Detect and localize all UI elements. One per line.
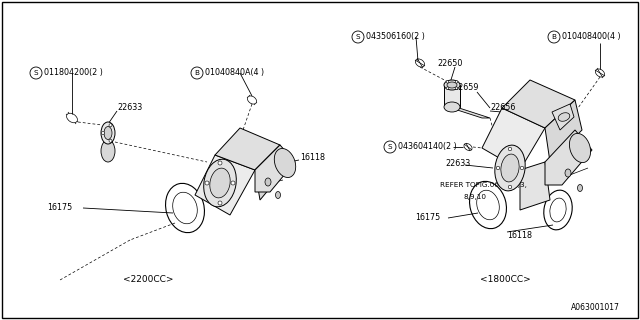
Ellipse shape xyxy=(565,169,571,177)
Polygon shape xyxy=(482,108,545,170)
Ellipse shape xyxy=(495,145,525,191)
Polygon shape xyxy=(195,155,255,215)
Ellipse shape xyxy=(455,87,458,89)
Ellipse shape xyxy=(496,166,500,170)
Text: <1800CC>: <1800CC> xyxy=(479,276,531,284)
Text: REFER TOFIG.061-1,2,3,: REFER TOFIG.061-1,2,3, xyxy=(440,182,527,188)
Polygon shape xyxy=(255,145,285,200)
Ellipse shape xyxy=(218,161,222,165)
Ellipse shape xyxy=(102,132,104,134)
Text: 16175: 16175 xyxy=(415,213,440,222)
Polygon shape xyxy=(520,162,550,210)
Ellipse shape xyxy=(446,81,449,83)
Text: B: B xyxy=(552,34,557,40)
Polygon shape xyxy=(215,128,280,170)
Ellipse shape xyxy=(275,191,280,198)
Ellipse shape xyxy=(544,190,572,230)
Text: A063001017: A063001017 xyxy=(571,303,620,312)
Ellipse shape xyxy=(166,183,204,233)
Text: 22656: 22656 xyxy=(490,102,515,111)
Ellipse shape xyxy=(501,154,519,182)
Text: 043506160(2 ): 043506160(2 ) xyxy=(366,33,425,42)
Text: 22633: 22633 xyxy=(117,103,142,113)
Ellipse shape xyxy=(558,113,570,121)
Text: <2200CC>: <2200CC> xyxy=(123,276,173,284)
Polygon shape xyxy=(502,80,575,128)
Text: 16118: 16118 xyxy=(507,230,532,239)
Ellipse shape xyxy=(447,82,457,88)
Text: B: B xyxy=(195,70,200,76)
Ellipse shape xyxy=(477,190,499,220)
Ellipse shape xyxy=(67,113,77,123)
Ellipse shape xyxy=(508,185,512,189)
Text: 011804200(2 ): 011804200(2 ) xyxy=(44,68,103,77)
Ellipse shape xyxy=(444,102,460,112)
Ellipse shape xyxy=(210,168,230,198)
Text: 16118: 16118 xyxy=(300,153,325,162)
Ellipse shape xyxy=(218,201,222,205)
Ellipse shape xyxy=(204,159,236,207)
Ellipse shape xyxy=(265,178,271,186)
Ellipse shape xyxy=(550,198,566,222)
Ellipse shape xyxy=(231,181,235,185)
Ellipse shape xyxy=(444,80,460,90)
Ellipse shape xyxy=(109,124,112,127)
Text: 043604140(2 ): 043604140(2 ) xyxy=(398,142,457,151)
Text: 22650: 22650 xyxy=(437,59,462,68)
Polygon shape xyxy=(104,133,112,151)
Polygon shape xyxy=(545,130,592,185)
Ellipse shape xyxy=(101,122,115,144)
Ellipse shape xyxy=(577,185,582,191)
Text: S: S xyxy=(388,144,392,150)
Ellipse shape xyxy=(595,69,605,77)
Text: 22659: 22659 xyxy=(453,84,479,92)
Ellipse shape xyxy=(446,87,449,89)
Ellipse shape xyxy=(464,143,472,151)
Ellipse shape xyxy=(173,192,197,224)
Ellipse shape xyxy=(109,139,112,142)
Ellipse shape xyxy=(104,126,112,140)
Ellipse shape xyxy=(470,181,506,229)
Ellipse shape xyxy=(101,140,115,162)
Ellipse shape xyxy=(520,166,524,170)
Polygon shape xyxy=(552,104,574,130)
Ellipse shape xyxy=(248,96,257,104)
Text: S: S xyxy=(356,34,360,40)
Text: 8,9,10: 8,9,10 xyxy=(463,194,486,200)
Text: 22633: 22633 xyxy=(445,158,470,167)
Ellipse shape xyxy=(508,147,512,151)
Ellipse shape xyxy=(275,148,296,178)
Polygon shape xyxy=(545,100,582,162)
Ellipse shape xyxy=(455,81,458,83)
Text: 16175: 16175 xyxy=(47,204,72,212)
Ellipse shape xyxy=(415,59,424,67)
Ellipse shape xyxy=(205,181,209,185)
Ellipse shape xyxy=(570,133,591,163)
Text: 01040840A(4 ): 01040840A(4 ) xyxy=(205,68,264,77)
Text: S: S xyxy=(34,70,38,76)
Text: 010408400(4 ): 010408400(4 ) xyxy=(562,33,621,42)
Polygon shape xyxy=(255,145,295,192)
Polygon shape xyxy=(444,85,460,107)
Polygon shape xyxy=(448,107,490,118)
